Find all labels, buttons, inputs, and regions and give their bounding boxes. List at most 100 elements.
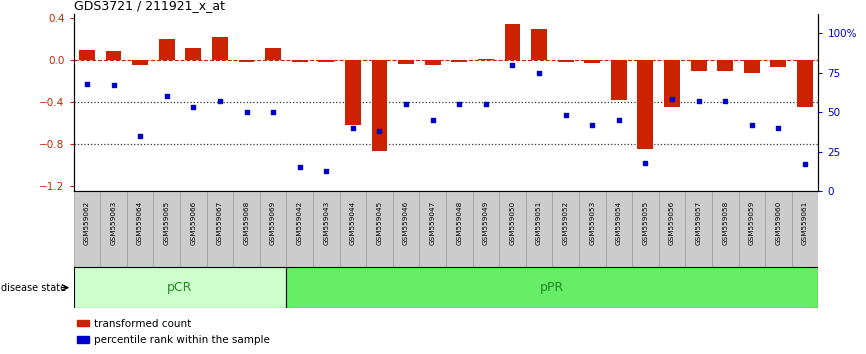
FancyBboxPatch shape xyxy=(260,191,287,267)
Text: GSM559053: GSM559053 xyxy=(589,200,595,245)
Point xyxy=(506,62,520,68)
Point xyxy=(772,125,785,131)
Bar xyxy=(611,60,627,100)
Bar xyxy=(478,59,494,60)
Bar xyxy=(505,24,520,60)
Bar xyxy=(319,60,334,62)
Text: GSM559057: GSM559057 xyxy=(695,200,701,245)
Bar xyxy=(238,60,255,62)
Text: GDS3721 / 211921_x_at: GDS3721 / 211921_x_at xyxy=(74,0,224,12)
Point xyxy=(585,122,599,128)
FancyBboxPatch shape xyxy=(605,191,632,267)
Point xyxy=(80,81,94,86)
Text: GSM559052: GSM559052 xyxy=(563,200,569,245)
FancyBboxPatch shape xyxy=(180,191,207,267)
Point xyxy=(213,98,227,104)
FancyBboxPatch shape xyxy=(766,191,792,267)
Text: GSM559044: GSM559044 xyxy=(350,200,356,245)
Bar xyxy=(797,60,813,107)
Point xyxy=(186,104,200,110)
Text: GSM559048: GSM559048 xyxy=(456,200,462,245)
Text: GSM559063: GSM559063 xyxy=(111,200,117,245)
Text: GSM559055: GSM559055 xyxy=(643,200,649,245)
Text: pPR: pPR xyxy=(540,281,565,294)
Point xyxy=(532,70,546,75)
FancyBboxPatch shape xyxy=(366,191,393,267)
Point xyxy=(426,117,440,123)
FancyBboxPatch shape xyxy=(153,191,180,267)
Bar xyxy=(292,60,307,62)
Text: GSM559064: GSM559064 xyxy=(137,200,143,245)
Text: GSM559059: GSM559059 xyxy=(749,200,755,245)
Bar xyxy=(106,51,121,60)
Text: GSM559060: GSM559060 xyxy=(775,200,781,245)
Bar xyxy=(585,60,600,63)
Bar xyxy=(212,37,228,60)
Point xyxy=(240,109,254,115)
Text: GSM559067: GSM559067 xyxy=(216,200,223,245)
Text: percentile rank within the sample: percentile rank within the sample xyxy=(94,335,270,345)
FancyBboxPatch shape xyxy=(100,191,126,267)
Point xyxy=(638,160,652,166)
Text: GSM559051: GSM559051 xyxy=(536,200,542,245)
Text: GSM559068: GSM559068 xyxy=(243,200,249,245)
Text: GSM559043: GSM559043 xyxy=(323,200,329,245)
Bar xyxy=(79,50,95,60)
Point xyxy=(266,109,280,115)
Bar xyxy=(717,60,734,71)
Text: pCR: pCR xyxy=(167,281,193,294)
Point xyxy=(798,161,812,167)
Bar xyxy=(372,60,387,152)
Point xyxy=(107,82,120,88)
Bar xyxy=(691,60,707,71)
Text: GSM559042: GSM559042 xyxy=(297,200,303,245)
Bar xyxy=(451,60,468,62)
Text: GSM559062: GSM559062 xyxy=(84,200,90,245)
FancyBboxPatch shape xyxy=(313,191,339,267)
Point xyxy=(320,168,333,173)
FancyBboxPatch shape xyxy=(579,191,605,267)
Point xyxy=(479,101,493,107)
FancyBboxPatch shape xyxy=(499,191,526,267)
FancyBboxPatch shape xyxy=(339,191,366,267)
FancyBboxPatch shape xyxy=(739,191,766,267)
Bar xyxy=(424,60,441,65)
Point xyxy=(745,122,759,128)
FancyBboxPatch shape xyxy=(446,191,473,267)
Point xyxy=(372,128,386,134)
Point xyxy=(133,133,147,139)
Text: transformed count: transformed count xyxy=(94,319,191,329)
Text: GSM559049: GSM559049 xyxy=(483,200,489,245)
FancyBboxPatch shape xyxy=(419,191,446,267)
FancyBboxPatch shape xyxy=(473,191,499,267)
FancyBboxPatch shape xyxy=(553,191,579,267)
Text: GSM559047: GSM559047 xyxy=(430,200,436,245)
Bar xyxy=(744,60,759,73)
Bar xyxy=(664,60,680,107)
Text: GSM559069: GSM559069 xyxy=(270,200,276,245)
Text: GSM559065: GSM559065 xyxy=(164,200,170,245)
Text: disease state: disease state xyxy=(1,282,66,293)
Point xyxy=(159,93,173,99)
Point xyxy=(452,101,466,107)
Bar xyxy=(77,320,88,326)
Text: GSM559045: GSM559045 xyxy=(377,200,383,245)
FancyBboxPatch shape xyxy=(74,191,100,267)
Bar xyxy=(558,60,573,62)
FancyBboxPatch shape xyxy=(526,191,553,267)
FancyBboxPatch shape xyxy=(712,191,739,267)
Text: GSM559056: GSM559056 xyxy=(669,200,675,245)
Point xyxy=(293,165,307,170)
Bar xyxy=(77,336,88,343)
Bar xyxy=(398,60,414,64)
FancyBboxPatch shape xyxy=(792,191,818,267)
Bar xyxy=(771,60,786,67)
Bar xyxy=(287,267,818,308)
Point xyxy=(612,117,626,123)
Text: GSM559046: GSM559046 xyxy=(403,200,409,245)
Bar xyxy=(637,60,654,149)
Bar xyxy=(158,39,175,60)
Point xyxy=(346,125,360,131)
FancyBboxPatch shape xyxy=(659,191,685,267)
Bar xyxy=(265,48,281,60)
